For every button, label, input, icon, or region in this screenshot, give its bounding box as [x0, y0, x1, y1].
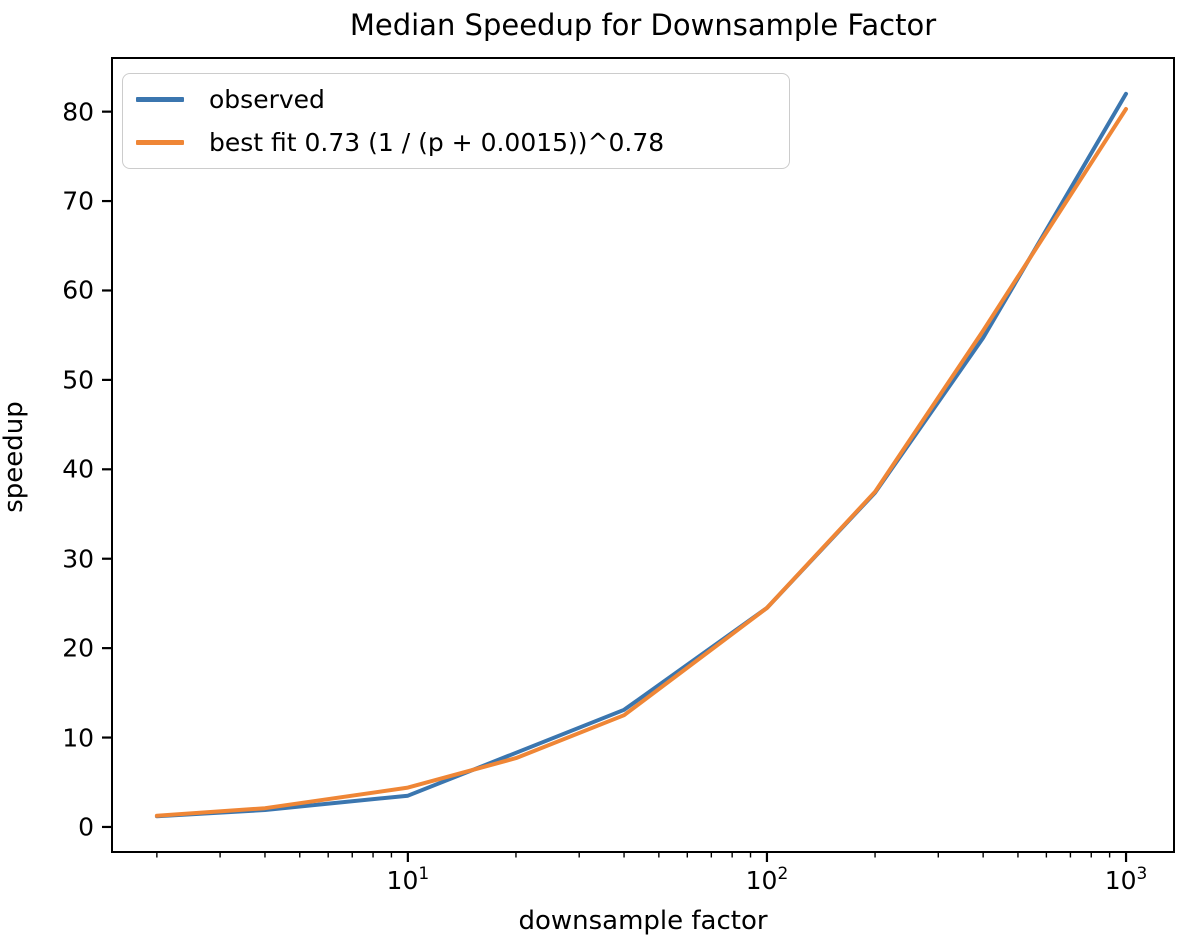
plot-border: [111, 57, 1175, 853]
observed-line: [154, 91, 1128, 819]
y-tick-label: 40: [62, 454, 94, 484]
y-tick-label: 0: [78, 812, 94, 842]
y-axis-label: speedup: [0, 401, 29, 513]
legend-line-swatch-best-fit: [136, 140, 184, 145]
best-fit-line: [154, 107, 1128, 818]
legend-label-observed: observed: [209, 85, 325, 114]
x-tick-label: 101: [386, 864, 430, 895]
legend-label-best-fit: best fit 0.73 (1 / (p + 0.0015))^0.78: [209, 128, 665, 157]
legend-line-swatch-observed: [136, 97, 184, 102]
chart-title: Median Speedup for Downsample Factor: [349, 8, 937, 42]
y-tick-label: 20: [62, 633, 94, 663]
y-tick-label: 30: [62, 544, 94, 574]
x-axis-label: downsample factor: [518, 906, 768, 936]
y-tick-label: 10: [62, 723, 94, 753]
x-tick-label: 103: [1104, 864, 1148, 895]
legend-entry-best-fit: best fit 0.73 (1 / (p + 0.0015))^0.78: [136, 126, 789, 160]
x-tick-label: 102: [745, 864, 789, 895]
y-tick-label: 70: [62, 186, 94, 216]
y-tick-label: 60: [62, 275, 94, 305]
y-tick-label: 50: [62, 365, 94, 395]
legend-entry-observed: observed: [136, 83, 789, 117]
legend: observed best fit 0.73 (1 / (p + 0.0015)…: [122, 73, 790, 169]
y-tick-label: 80: [62, 97, 94, 127]
